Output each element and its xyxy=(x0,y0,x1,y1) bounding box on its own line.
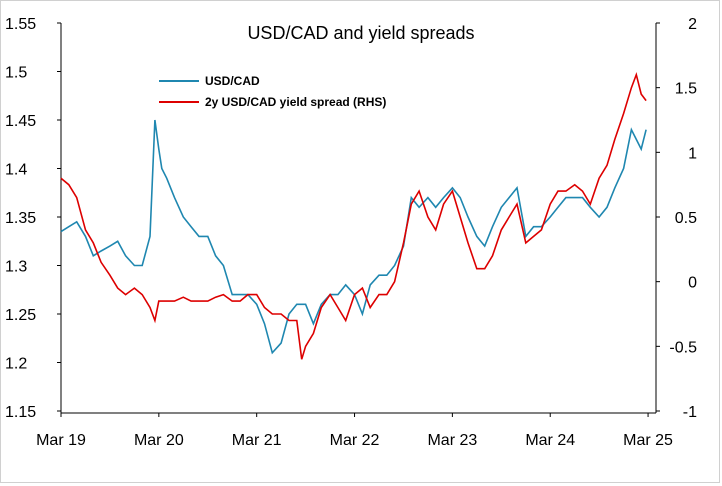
right-axis-ticks: -1 -0.5 0 0.5 1 1.5 2 xyxy=(656,16,697,421)
right-tick-label: 0 xyxy=(688,275,697,292)
left-tick-label: 1.55 xyxy=(5,16,36,33)
right-tick-label: 1 xyxy=(688,145,697,162)
x-tick-label: Mar 21 xyxy=(232,432,282,449)
left-tick-label: 1.3 xyxy=(5,259,27,276)
x-tick-label: Mar 19 xyxy=(36,432,86,449)
left-tick-label: 1.45 xyxy=(5,113,36,130)
left-axis-ticks: 1.15 1.2 1.25 1.3 1.35 1.4 1.45 1.5 1.55 xyxy=(5,16,61,421)
right-tick-label: -1 xyxy=(683,404,697,421)
right-tick-label: 0.5 xyxy=(675,210,697,227)
x-tick-label: Mar 25 xyxy=(623,432,673,449)
right-tick-label: 1.5 xyxy=(675,81,697,98)
legend-label-usdcad: USD/CAD xyxy=(205,74,260,88)
x-axis-ticks: Mar 19 Mar 20 Mar 21 Mar 22 Mar 23 Mar 24 Mar … xyxy=(36,413,673,449)
series-line-usdcad xyxy=(60,119,647,355)
chart-title: USD/CAD and yield spreads xyxy=(247,23,474,43)
legend: USD/CAD 2y USD/CAD yield spread (RHS) xyxy=(159,74,386,109)
left-tick-label: 1.25 xyxy=(5,307,36,324)
legend-label-yield-spread: 2y USD/CAD yield spread (RHS) xyxy=(205,95,386,109)
right-tick-label: 2 xyxy=(688,16,697,33)
x-tick-label: Mar 22 xyxy=(330,432,380,449)
left-tick-label: 1.2 xyxy=(5,356,27,373)
right-tick-label: -0.5 xyxy=(669,339,697,356)
series-line-yield-spread xyxy=(60,72,647,360)
x-tick-label: Mar 23 xyxy=(427,432,477,449)
left-tick-label: 1.4 xyxy=(5,162,27,179)
left-tick-label: 1.5 xyxy=(5,65,27,82)
x-tick-label: Mar 24 xyxy=(525,432,575,449)
left-tick-label: 1.35 xyxy=(5,210,36,227)
left-tick-label: 1.15 xyxy=(5,404,36,421)
x-tick-label: Mar 20 xyxy=(134,432,184,449)
